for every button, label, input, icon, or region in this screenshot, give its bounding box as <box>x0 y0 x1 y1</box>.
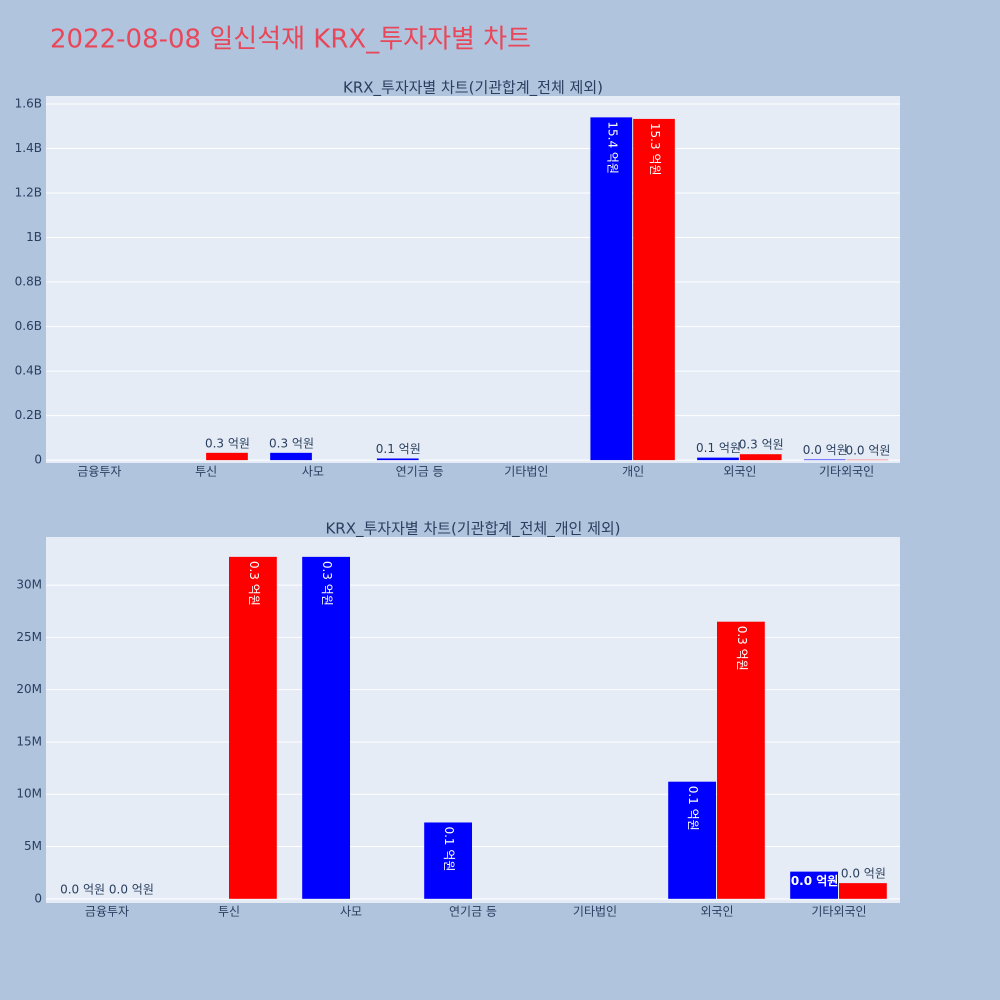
value-label: 0.1 억원 <box>442 826 456 871</box>
y-tick-label: 10M <box>16 787 42 801</box>
value-label: 15.4 억원 <box>605 121 619 174</box>
x-tick-label: 연기금 등 <box>396 465 444 479</box>
bar <box>206 452 248 461</box>
x-tick-label: 기타외국인 <box>819 465 874 479</box>
bar <box>302 556 350 899</box>
value-label: 0.3 억원 <box>247 561 261 606</box>
value-label: 0.3 억원 <box>739 438 784 452</box>
y-tick-label: 5M <box>24 839 42 853</box>
bar <box>668 781 716 899</box>
y-tick-label: 15M <box>16 734 42 748</box>
bar <box>790 871 838 899</box>
value-label: 0.3 억원 <box>320 561 334 606</box>
y-tick-label: 1B <box>26 230 42 244</box>
plot-area <box>46 537 900 903</box>
x-tick-label: 금융투자 <box>77 465 121 479</box>
y-tick-label: 0 <box>34 453 42 467</box>
x-tick-label: 기타법인 <box>504 465 548 479</box>
x-tick-label: 외국인 <box>700 905 733 919</box>
y-tick-label: 0.2B <box>15 408 42 422</box>
y-tick-label: 30M <box>16 578 42 592</box>
value-label: 0.0 억원 <box>60 882 105 896</box>
value-label: 0.3 억원 <box>205 436 250 450</box>
bar <box>229 556 277 899</box>
x-tick-label: 사모 <box>302 465 324 479</box>
value-label: 0.0 억원 <box>791 874 839 888</box>
value-label: 0.1 억원 <box>376 442 421 456</box>
value-label: 15.3 억원 <box>648 123 662 176</box>
y-tick-label: 1.6B <box>15 97 42 111</box>
x-tick-label: 투신 <box>218 905 240 919</box>
bar <box>717 621 765 899</box>
y-tick-label: 25M <box>16 630 42 644</box>
value-label: 0.0 억원 <box>845 443 890 457</box>
value-label: 0.1 억원 <box>686 786 700 831</box>
bar <box>697 457 739 461</box>
y-tick-label: 0.4B <box>15 364 42 378</box>
x-tick-label: 기타법인 <box>573 905 617 919</box>
x-tick-label: 개인 <box>622 465 644 479</box>
bar <box>633 118 675 461</box>
bar <box>590 117 633 461</box>
x-tick-label: 기타외국인 <box>811 905 866 919</box>
x-tick-label: 연기금 등 <box>449 905 497 919</box>
y-tick-label: 0.6B <box>15 319 42 333</box>
bar <box>424 822 472 899</box>
x-tick-label: 외국인 <box>723 465 756 479</box>
x-tick-label: 금융투자 <box>85 905 129 919</box>
chart-title: KRX_투자자별 차트(기관합계_전체_개인 제외) <box>325 520 620 539</box>
bar <box>739 454 782 461</box>
bar <box>270 452 312 461</box>
value-label: 0.3 억원 <box>735 626 749 671</box>
value-label: 0.0 억원 <box>803 443 848 457</box>
x-tick-label: 투신 <box>195 465 217 479</box>
bar <box>803 459 846 461</box>
bar <box>376 458 419 461</box>
value-label: 0.1 억원 <box>696 441 741 455</box>
page-title: 2022-08-08 일신석재 KRX_투자자별 차트 <box>50 25 531 55</box>
plot-area <box>46 96 900 463</box>
value-label: 0.3 억원 <box>269 436 314 450</box>
y-tick-label: 1.2B <box>15 186 42 200</box>
y-tick-label: 20M <box>16 682 42 696</box>
x-tick-label: 사모 <box>340 905 362 919</box>
y-tick-label: 0 <box>34 891 42 905</box>
bar <box>839 883 887 899</box>
chart-title: KRX_투자자별 차트(기관합계_전체 제외) <box>343 79 603 98</box>
y-tick-label: 0.8B <box>15 275 42 289</box>
value-label: 0.0 억원 <box>109 882 154 896</box>
value-label: 0.0 억원 <box>841 867 886 881</box>
y-tick-label: 1.4B <box>15 141 42 155</box>
